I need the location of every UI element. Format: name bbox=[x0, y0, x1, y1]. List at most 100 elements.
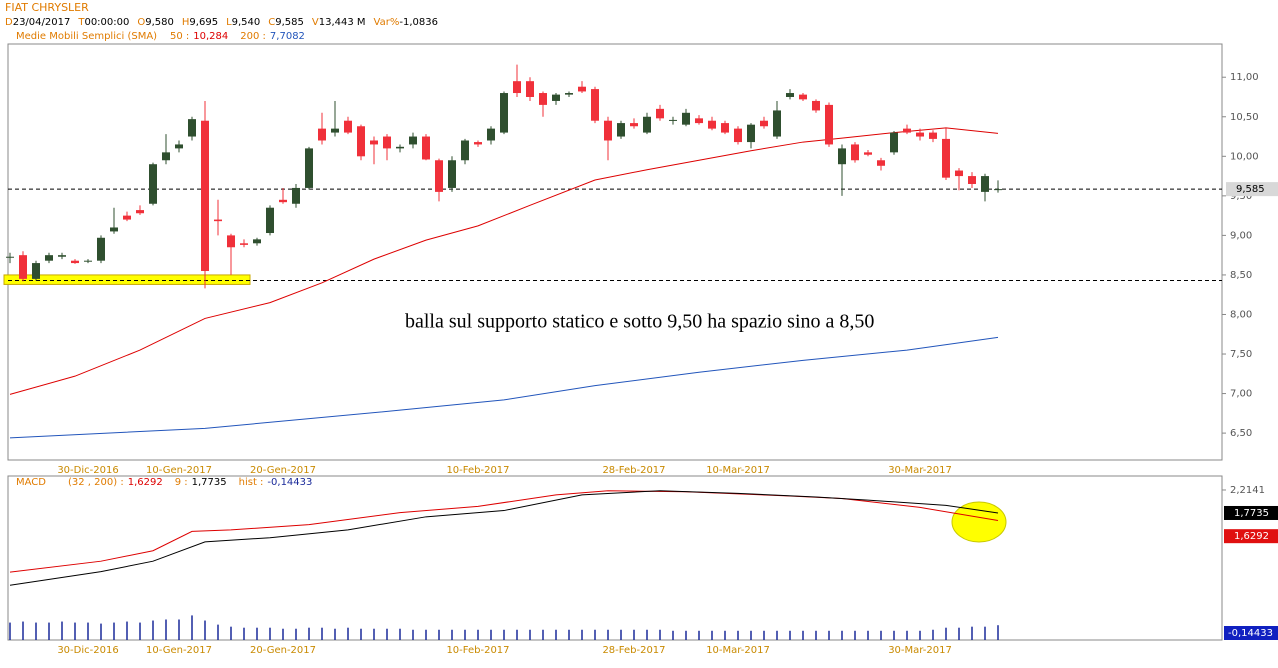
histogram-bar bbox=[217, 624, 219, 640]
candle-body bbox=[825, 104, 833, 145]
histogram-bar bbox=[438, 629, 440, 640]
histogram-bar bbox=[906, 630, 908, 640]
candle-body bbox=[253, 239, 261, 244]
histogram-bar bbox=[243, 627, 245, 640]
x-tick-label: 10-Mar-2017 bbox=[706, 645, 770, 656]
candle-body bbox=[786, 93, 794, 97]
histogram-bar bbox=[269, 627, 271, 640]
macd-legend: (32 , 200) : 1,6292 9 : 1,7735 hist : -0,1443… bbox=[68, 477, 312, 488]
histogram-bar bbox=[789, 630, 791, 640]
candle-body bbox=[97, 237, 105, 261]
histogram-bar bbox=[295, 628, 297, 640]
histogram-bar bbox=[516, 629, 518, 640]
field-key: L bbox=[226, 17, 232, 28]
histogram-bar bbox=[425, 629, 427, 640]
candle-body bbox=[162, 152, 170, 161]
histogram-bar bbox=[373, 628, 375, 640]
histogram-bar bbox=[750, 630, 752, 640]
support-zone bbox=[3, 274, 251, 285]
field-key: T bbox=[77, 17, 85, 28]
histogram-bar bbox=[672, 630, 674, 640]
field-key: Var% bbox=[374, 17, 400, 28]
field-value: 13,443 M bbox=[319, 17, 366, 28]
candle-body bbox=[747, 124, 755, 143]
candle-body bbox=[305, 148, 313, 188]
histogram-bar bbox=[451, 629, 453, 640]
histogram-bar bbox=[620, 629, 622, 640]
candle-body bbox=[578, 86, 586, 92]
field-key: V bbox=[312, 17, 319, 28]
field-key: D bbox=[5, 17, 13, 28]
field-value: 23/04/2017 bbox=[13, 17, 71, 28]
candle-body bbox=[942, 138, 950, 178]
candle-body bbox=[981, 176, 989, 192]
candle-body bbox=[240, 243, 248, 245]
value-box-label: 1,7735 bbox=[1234, 508, 1269, 519]
histogram-bar bbox=[776, 630, 778, 640]
histogram-bar bbox=[763, 630, 765, 640]
histogram-bar bbox=[984, 626, 986, 640]
histogram-bar bbox=[74, 622, 76, 640]
histogram-bar bbox=[256, 627, 258, 640]
x-tick-label: 30-Mar-2017 bbox=[888, 645, 952, 656]
legend-name: 50 : bbox=[170, 31, 189, 42]
histogram-bar bbox=[958, 627, 960, 640]
field-value: 00:00:00 bbox=[84, 17, 129, 28]
histogram-bar bbox=[997, 625, 999, 640]
x-tick-label: 30-Mar-2017 bbox=[888, 465, 952, 476]
candle-body bbox=[19, 255, 27, 279]
x-tick-label: 10-Mar-2017 bbox=[706, 465, 770, 476]
macd-title: MACD bbox=[16, 477, 46, 488]
legend-name: (32 , 200) : bbox=[68, 477, 124, 488]
x-tick-label: 20-Gen-2017 bbox=[250, 645, 316, 656]
histogram-bar bbox=[802, 630, 804, 640]
legend-name: hist : bbox=[239, 477, 264, 488]
y-tick-label: 11,00 bbox=[1230, 72, 1259, 83]
candle-body bbox=[552, 94, 560, 101]
histogram-bar bbox=[555, 629, 557, 640]
histogram-bar bbox=[126, 621, 128, 640]
candle-body bbox=[344, 120, 352, 133]
candle-body bbox=[201, 120, 209, 271]
candle-body bbox=[435, 160, 443, 192]
histogram-bar bbox=[9, 622, 11, 640]
candle-body bbox=[214, 219, 222, 222]
macd-panel bbox=[7, 475, 1223, 641]
candle-body bbox=[500, 93, 508, 133]
candle-body bbox=[591, 89, 599, 121]
field-value: -1,0836 bbox=[399, 17, 438, 28]
histogram-bar bbox=[48, 622, 50, 640]
x-tick-label: 28-Feb-2017 bbox=[602, 645, 665, 656]
candle-body bbox=[474, 142, 482, 145]
candle-body bbox=[227, 235, 235, 248]
histogram-bar bbox=[490, 629, 492, 640]
candle-body bbox=[734, 128, 742, 143]
x-tick-label: 10-Gen-2017 bbox=[146, 465, 212, 476]
histogram-bar bbox=[230, 626, 232, 640]
histogram-bar bbox=[464, 629, 466, 640]
histogram-bar bbox=[282, 628, 284, 640]
candle-body bbox=[630, 123, 638, 127]
candle-body bbox=[279, 199, 287, 203]
candle-body bbox=[292, 187, 300, 204]
candle-body bbox=[526, 81, 534, 97]
candle-body bbox=[188, 119, 196, 137]
line bbox=[9, 127, 999, 395]
field-key: C bbox=[268, 17, 275, 28]
histogram-bar bbox=[334, 628, 336, 640]
histogram-bar bbox=[529, 629, 531, 640]
histogram-bar bbox=[321, 627, 323, 640]
field-key: H bbox=[182, 17, 190, 28]
candle-body bbox=[604, 120, 612, 141]
candle-body bbox=[409, 136, 417, 145]
candle-body bbox=[877, 160, 885, 166]
histogram-bar bbox=[386, 628, 388, 640]
legend-title: Medie Mobili Semplici (SMA) bbox=[16, 31, 157, 42]
legend-value: -0,14433 bbox=[267, 477, 312, 488]
header-fields: D23/04/2017 T00:00:00 O9,580 H9,695 L9,540 C9… bbox=[5, 17, 438, 28]
value-box bbox=[1224, 505, 1278, 520]
y-tick-label: 9,50 bbox=[1230, 191, 1252, 202]
candle-body bbox=[58, 255, 66, 257]
y-tick-label: 8,00 bbox=[1230, 309, 1252, 320]
